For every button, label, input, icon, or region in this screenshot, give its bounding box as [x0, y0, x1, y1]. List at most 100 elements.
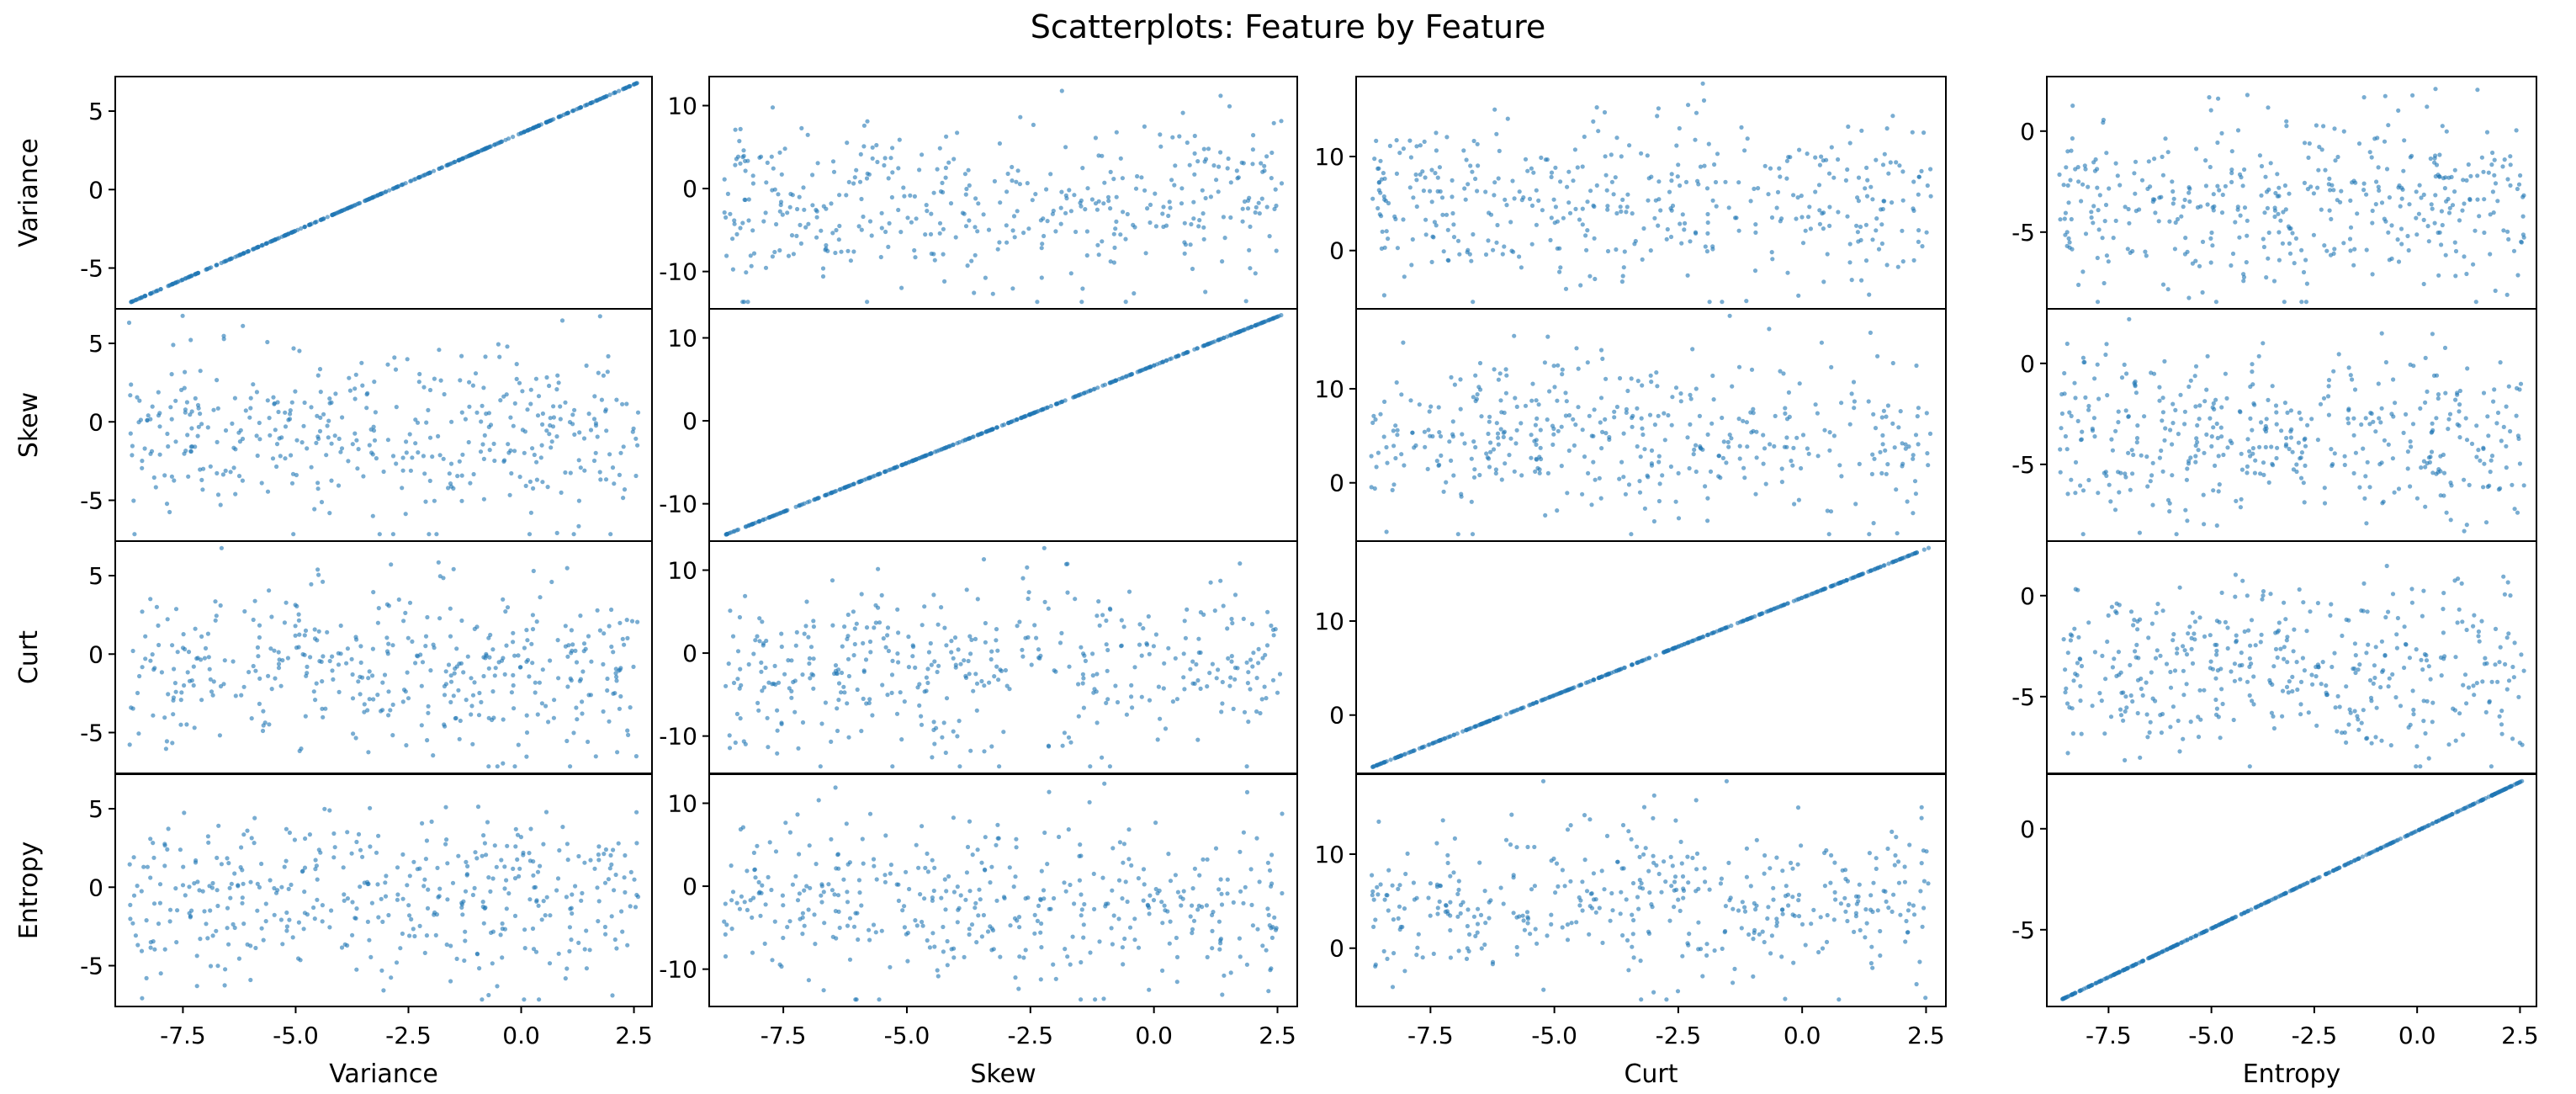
scatter-point [1382, 176, 1387, 181]
scatter-point [350, 672, 355, 677]
scatter-point [899, 285, 904, 290]
scatter-point [1556, 884, 1561, 889]
scatter-point [960, 210, 965, 215]
scatter-point [284, 910, 289, 916]
scatter-point [1407, 750, 1413, 755]
scatter-point [1645, 153, 1650, 158]
scatter-point [1059, 88, 1064, 93]
scatter-point [228, 257, 233, 262]
scatter-point [611, 847, 616, 852]
scatter-point [1693, 231, 1699, 236]
scatter-point [1514, 944, 1519, 950]
scatter-point [1080, 286, 1085, 291]
scatter-point [425, 614, 430, 620]
scatter-point [423, 499, 428, 504]
scatter-point [943, 907, 948, 912]
scatter-point [1256, 646, 1261, 652]
scatter-point [847, 916, 853, 921]
scatter-point [205, 834, 210, 839]
scatter-point [462, 958, 467, 964]
scatter-point [1125, 899, 1130, 905]
y-tick-label: 10 [667, 790, 697, 818]
scatter-point [330, 654, 335, 659]
scatter-point [916, 865, 921, 870]
scatter-point [1667, 189, 1672, 194]
scatter-point [789, 233, 795, 238]
scatter-point [931, 190, 936, 195]
scatter-point [807, 656, 813, 661]
scatter-point [479, 699, 484, 705]
scatter-point [953, 662, 958, 667]
scatter-point [824, 242, 829, 248]
scatter-point [451, 566, 456, 571]
scatter-point [603, 847, 609, 852]
scatter-point [1610, 908, 1615, 913]
scatter-point [294, 472, 299, 478]
scatter-point [454, 956, 459, 961]
scatter-point [1177, 134, 1182, 139]
scatter-point [1827, 448, 1832, 453]
scatter-point [1785, 270, 1790, 275]
y-tick-label: -5 [80, 953, 103, 980]
scatter-point [1397, 151, 1402, 156]
scatter-point [420, 660, 426, 665]
scatter-point [538, 595, 543, 600]
scatter-point [1471, 914, 1476, 919]
scatter-point [1151, 898, 1157, 903]
scatter-point [1047, 789, 1052, 794]
scatter-point [289, 882, 294, 887]
scatter-point [1072, 395, 1077, 400]
scatter-point [597, 470, 602, 475]
scatter-point [432, 498, 437, 503]
scatter-point [1010, 164, 1015, 170]
scatter-point [554, 888, 559, 893]
scatter-point [1742, 475, 1747, 481]
scatter-point [1483, 252, 1489, 258]
scatter-point [1014, 179, 1019, 184]
scatter-point [1911, 453, 1916, 458]
scatter-point [1091, 871, 1096, 876]
scatter-point [948, 201, 954, 206]
scatter-point [1269, 852, 1275, 858]
scatter-point [760, 688, 765, 693]
scatter-point [217, 733, 222, 738]
scatter-point [1407, 185, 1413, 190]
scatter-point [624, 401, 629, 406]
scatter-point [1001, 895, 1007, 900]
scatter-point [852, 641, 857, 647]
scatter-point [208, 964, 214, 969]
scatter-point [1025, 181, 1030, 186]
y-tick-label: 10 [667, 557, 697, 585]
scatter-point [973, 900, 978, 905]
scatter-point [814, 862, 819, 867]
scatter-point [813, 942, 818, 947]
scatter-point [755, 843, 760, 848]
scatter-point [1141, 898, 1146, 903]
scatter-point [1686, 880, 1691, 885]
scatter-point [1542, 360, 1547, 365]
scatter-point [426, 887, 431, 892]
scatter-point [765, 715, 770, 720]
scatter-point [192, 881, 197, 886]
scatter-point [1563, 286, 1569, 291]
scatter-point [1374, 762, 1379, 768]
scatter-point [969, 922, 975, 927]
scatter-point [1914, 550, 1919, 555]
scatter-point [979, 934, 984, 939]
scatter-point [552, 698, 557, 703]
scatter-point [1486, 431, 1491, 437]
scatter-point [1434, 223, 1439, 228]
scatter-point [517, 380, 522, 385]
scatter-point [1182, 251, 1187, 256]
scatter-point [135, 943, 140, 948]
scatter-point [775, 751, 780, 756]
scatter-point [967, 819, 973, 824]
scatter-point [998, 200, 1003, 205]
scatter-point [1011, 214, 1017, 219]
scatter-point [1827, 223, 1832, 228]
scatter-point [1243, 884, 1248, 890]
scatter-point [1796, 898, 1801, 903]
scatter-point [724, 215, 729, 220]
scatter-point [1081, 935, 1086, 940]
scatter-point [276, 409, 281, 415]
